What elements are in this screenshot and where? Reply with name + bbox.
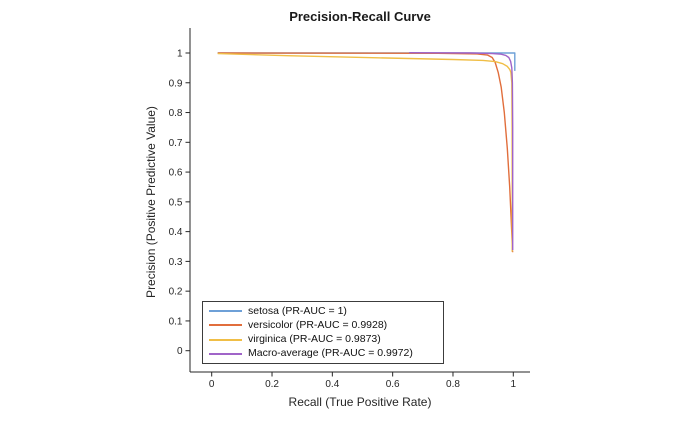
x-tick-label: 0.8 bbox=[446, 379, 460, 390]
legend-item: setosa (PR-AUC = 1) bbox=[203, 305, 443, 318]
x-axis-label: Recall (True Positive Rate) bbox=[288, 395, 432, 409]
legend-item: Macro-average (PR-AUC = 0.9972) bbox=[203, 347, 443, 360]
legend-label: setosa (PR-AUC = 1) bbox=[248, 304, 347, 317]
legend-label: virginica (PR-AUC = 0.9873) bbox=[248, 333, 381, 346]
y-tick-label: 0.6 bbox=[169, 168, 183, 179]
series-line-macro-average bbox=[409, 52, 514, 251]
legend-label: Macro-average (PR-AUC = 0.9972) bbox=[248, 347, 413, 360]
x-tick-label: 0.6 bbox=[386, 379, 400, 390]
x-tick-label: 0 bbox=[209, 379, 215, 390]
series-line-setosa bbox=[217, 52, 516, 71]
legend-line-versicolor bbox=[209, 324, 242, 327]
x-tick-label: 0.2 bbox=[265, 379, 279, 390]
y-tick-label: 1 bbox=[177, 49, 183, 60]
y-tick-label: 0.4 bbox=[169, 227, 183, 238]
legend-label: versicolor (PR-AUC = 0.9928) bbox=[248, 318, 388, 331]
legend-item: virginica (PR-AUC = 0.9873) bbox=[203, 333, 443, 346]
legend-line-virginica bbox=[209, 338, 242, 341]
legend-item: versicolor (PR-AUC = 0.9928) bbox=[203, 319, 443, 332]
y-tick-label: 0.9 bbox=[169, 78, 183, 89]
y-tick-label: 0.3 bbox=[169, 257, 183, 268]
legend: setosa (PR-AUC = 1) versicolor (PR-AUC =… bbox=[202, 301, 444, 364]
x-tick-label: 0.4 bbox=[325, 379, 339, 390]
series-line-versicolor bbox=[217, 52, 514, 253]
y-tick-label: 0.7 bbox=[169, 138, 183, 149]
series-line-virginica bbox=[217, 52, 513, 252]
y-tick-label: 0.1 bbox=[169, 316, 183, 327]
chart-title: Precision-Recall Curve bbox=[289, 9, 431, 24]
y-tick-label: 0.5 bbox=[169, 197, 183, 208]
y-tick-label: 0.2 bbox=[169, 287, 183, 298]
x-tick-label: 1 bbox=[511, 379, 517, 390]
legend-line-macro-average bbox=[209, 352, 242, 355]
legend-line-setosa bbox=[209, 310, 242, 313]
y-axis-label: Precision (Positive Predictive Value) bbox=[144, 106, 158, 298]
y-tick-label: 0 bbox=[177, 346, 183, 357]
y-tick-label: 0.8 bbox=[169, 108, 183, 119]
